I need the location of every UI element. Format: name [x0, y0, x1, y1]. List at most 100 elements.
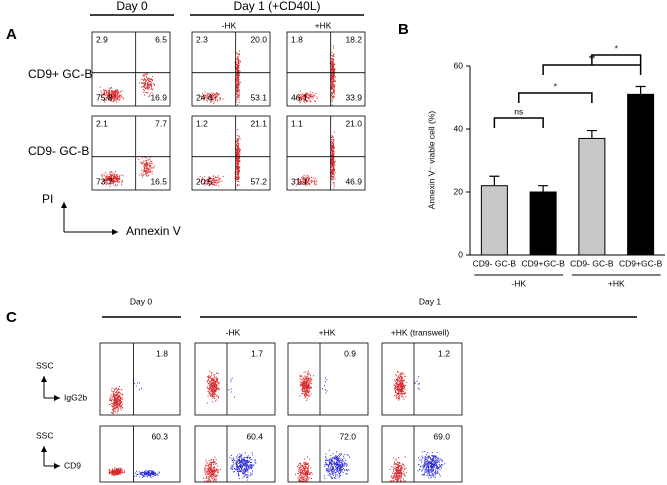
plot-frame: [286, 115, 366, 191]
bar: [578, 137, 606, 256]
dot-cloud: [323, 449, 350, 480]
dot-cloud: [389, 456, 407, 482]
quadrant-value: 20.0: [250, 34, 267, 44]
error-bar: [489, 175, 500, 186]
quadrant-value: 24.6: [196, 92, 213, 102]
significance-bracket: [518, 92, 593, 103]
x-tick-label: CD9- GC-B: [570, 258, 614, 268]
dot-cloud: [108, 467, 125, 477]
dot-cloud: [206, 370, 220, 404]
quadrant-value: 1.8: [291, 34, 303, 44]
gate-value: 0.9: [344, 348, 356, 358]
dot-cloud: [139, 73, 155, 98]
quadrant-value: 73.7: [96, 176, 113, 186]
plot-frame: [99, 342, 181, 416]
panel-label: B: [398, 21, 409, 38]
plot-frame: [194, 342, 276, 416]
column-subheader: +HK: [315, 20, 332, 30]
dot-cloud: [203, 456, 221, 482]
plot-frame: [287, 342, 369, 416]
quadrant-value: 20.5: [196, 176, 213, 186]
plot-frame: [91, 115, 171, 191]
quadrant-value: 2.9: [96, 34, 108, 44]
bar: [480, 185, 508, 256]
dot-cloud: [101, 171, 124, 188]
column-subheader: +HK: [319, 327, 336, 337]
group-label: -HK: [511, 278, 526, 288]
error-bar: [586, 129, 597, 139]
significance-label: *: [554, 81, 558, 91]
plot-frame: [91, 31, 171, 107]
significance-bracket: [591, 54, 642, 65]
gate-value: 60.3: [151, 431, 168, 441]
plot-frame: [191, 31, 271, 107]
axis-label: IgG2b: [64, 392, 87, 402]
plot-frame: [286, 31, 366, 107]
row-label: CD9- GC-B: [28, 144, 89, 158]
quadrant-value: 46.1: [291, 92, 308, 102]
axis-label: CD9: [64, 460, 81, 470]
dot-cloud: [295, 90, 318, 104]
quadrant-value: 75.8: [96, 92, 113, 102]
plot-frame: [194, 425, 276, 483]
quadrant-value: 53.1: [250, 92, 267, 102]
dot-cloud: [138, 156, 155, 178]
error-bar: [635, 85, 646, 95]
x-tick-label: CD9+GC-B: [619, 258, 663, 268]
dot-cloud: [226, 377, 235, 398]
dot-cloud: [198, 175, 224, 187]
significance-bracket: [542, 64, 642, 75]
quadrant-value: 33.9: [345, 92, 362, 102]
x-tick-label: CD9+GC-B: [522, 258, 566, 268]
axis-label: SSC: [36, 360, 53, 370]
group-label: +HK: [608, 278, 625, 288]
dot-cloud: [99, 86, 124, 103]
error-bar: [538, 185, 549, 192]
dot-cloud: [414, 376, 420, 390]
axis-label: SSC: [36, 430, 53, 440]
dot-cloud: [132, 380, 142, 391]
gate-value: 1.7: [251, 348, 263, 358]
dot-cloud: [234, 129, 241, 187]
quadrant-value: 16.9: [150, 92, 167, 102]
y-tick-label: 0: [458, 249, 463, 259]
quadrant-value: 21.0: [345, 118, 362, 128]
quadrant-value: 6.5: [155, 34, 167, 44]
dot-cloud: [299, 370, 314, 401]
bar: [627, 93, 655, 256]
column-subheader: -HK: [226, 327, 241, 337]
axis-label: PI: [42, 192, 53, 206]
dot-cloud: [229, 452, 257, 481]
dot-cloud: [417, 450, 446, 479]
column-header: Day 0: [130, 296, 152, 306]
dot-cloud: [134, 470, 160, 479]
gate-value: 72.0: [339, 431, 356, 441]
plot-frame: [381, 425, 463, 483]
x-tick-label: CD9- GC-B: [473, 258, 517, 268]
column-header: Day 1 (+CD40L): [233, 0, 320, 13]
column-header: Day 0: [116, 0, 148, 13]
significance-bracket: [493, 117, 544, 128]
y-tick-label: 20: [454, 186, 464, 196]
dot-cloud: [295, 456, 313, 482]
quadrant-value: 46.9: [345, 176, 362, 186]
dot-cloud: [200, 91, 224, 105]
significance-label: *: [615, 43, 619, 53]
plot-frame: [287, 425, 369, 483]
gate-value: 60.4: [246, 431, 263, 441]
y-axis-title: Annexin V⁻ viable cell (%): [426, 111, 436, 210]
plot-frame: [381, 342, 463, 416]
bar: [529, 191, 557, 256]
quadrant-value: 2.3: [196, 34, 208, 44]
dot-cloud: [393, 371, 408, 401]
quadrant-value: 7.7: [155, 118, 167, 128]
gate-value: 69.0: [433, 431, 450, 441]
dot-cloud: [329, 131, 336, 189]
panel-label: C: [6, 309, 17, 326]
quadrant-value: 2.1: [96, 118, 108, 128]
significance-label: ns: [514, 106, 523, 116]
column-subheader: +HK (transwell): [391, 327, 450, 337]
quadrant-value: 31.1: [291, 176, 308, 186]
y-tick-label: 60: [454, 60, 464, 70]
